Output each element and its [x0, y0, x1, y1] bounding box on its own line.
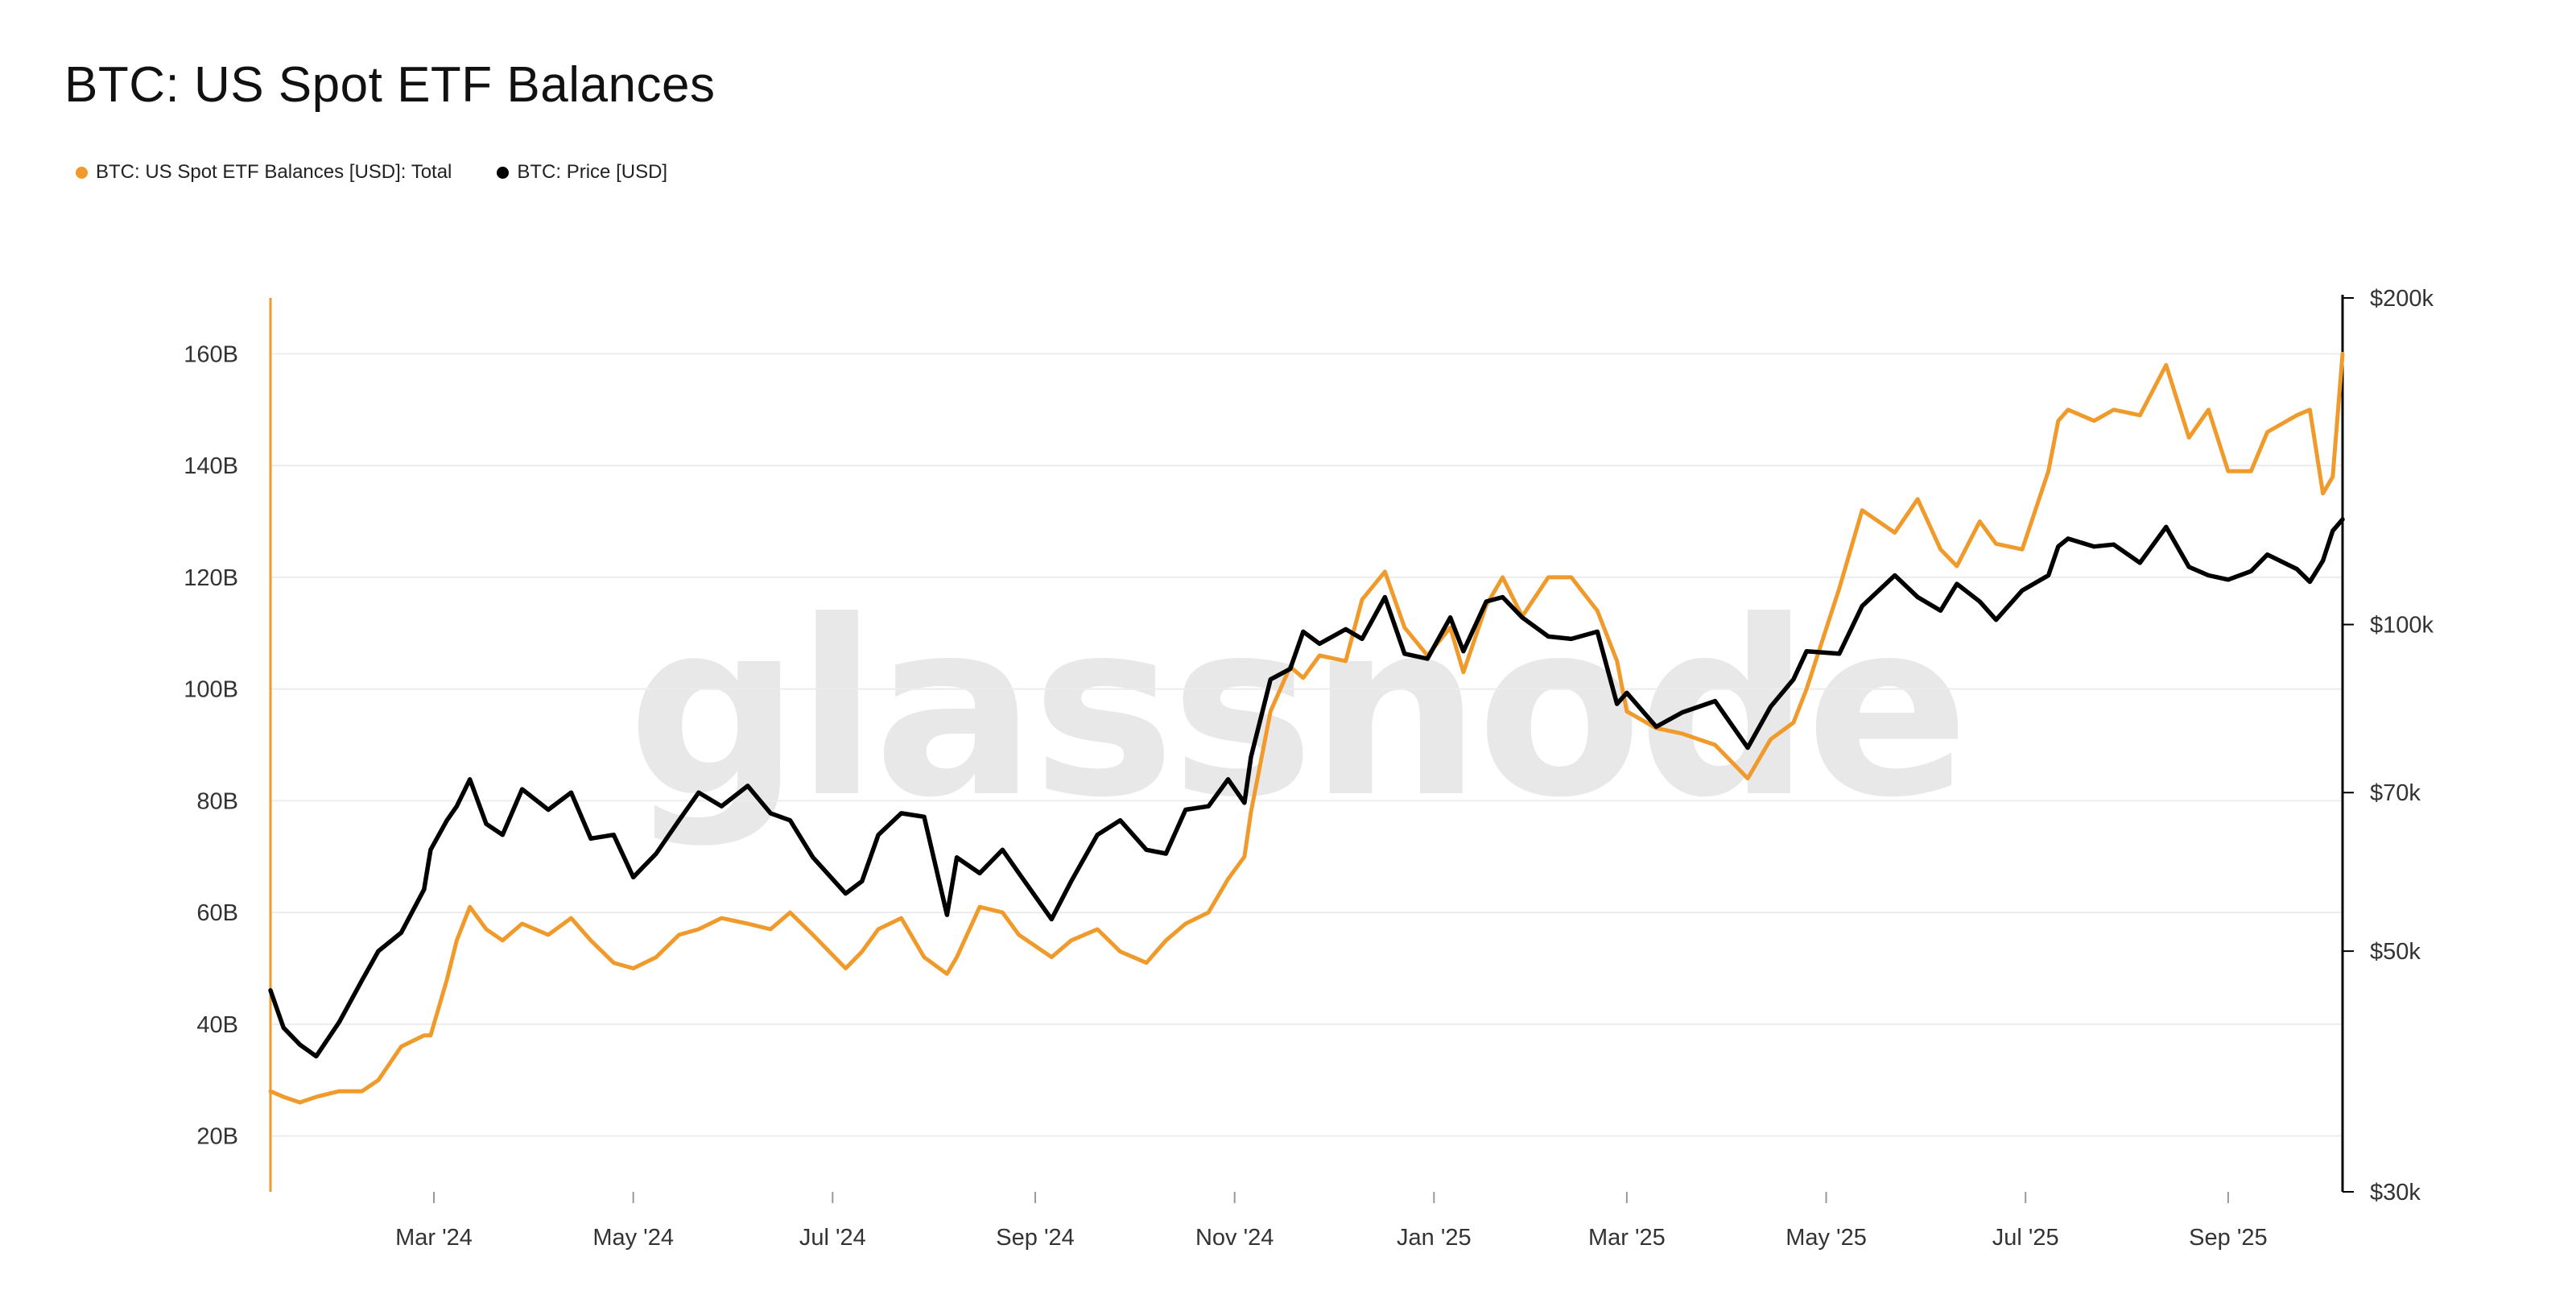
x-tick-label: Jul '25 [1992, 1225, 2059, 1251]
y-right-tick-label: $200k [2370, 286, 2434, 312]
series-line-etf-balances [268, 351, 2345, 1105]
x-tick-label: May '24 [592, 1225, 674, 1251]
x-tick-label: Jul '24 [799, 1225, 866, 1251]
gridlines [270, 353, 2343, 1137]
watermark: glassnode [627, 569, 1964, 850]
chart-title: BTC: US Spot ETF Balances [64, 57, 716, 113]
x-tick-label: May '25 [1785, 1225, 1867, 1251]
y-right-tick-label: $50k [2370, 939, 2421, 965]
y-left-tick-label: 40B [196, 1012, 238, 1038]
legend-dot-etf-balances [76, 166, 88, 179]
y-left-tick-label: 20B [196, 1124, 238, 1150]
legend-dot-price [497, 166, 510, 179]
legend-label-etf-balances: BTC: US Spot ETF Balances [USD]: Total [96, 161, 452, 183]
y-left-tick-label: 60B [196, 900, 238, 926]
x-tick-label: Mar '24 [395, 1225, 473, 1251]
y-left-tick-label: 120B [184, 565, 238, 591]
right-y-axis: $30k $50k $70k $100k $200k [2341, 286, 2434, 1206]
series-group [268, 351, 2345, 1105]
y-right-tick-label: $100k [2370, 613, 2434, 639]
x-tick-label: Nov '24 [1195, 1225, 1274, 1251]
y-left-tick-label: 80B [196, 788, 238, 814]
x-axis: Mar '24 May '24 Jul '24 Sep '24 Nov '24 Jan '… [395, 1192, 2268, 1251]
y-right-tick-label: $30k [2370, 1180, 2421, 1206]
series-line-price [268, 517, 2345, 1059]
y-right-tick-label: $70k [2370, 780, 2421, 806]
x-tick-label: Mar '25 [1588, 1225, 1666, 1251]
legend-item-etf-balances[interactable]: BTC: US Spot ETF Balances [USD]: Total [76, 161, 452, 184]
y-left-tick-label: 140B [184, 453, 238, 479]
y-left-tick-label: 160B [184, 341, 238, 367]
legend: BTC: US Spot ETF Balances [USD]: Total B… [76, 161, 667, 184]
x-tick-label: Sep '25 [2189, 1225, 2267, 1251]
x-tick-label: Sep '24 [996, 1225, 1074, 1251]
y-left-tick-label: 100B [184, 677, 238, 703]
legend-item-price[interactable]: BTC: Price [USD] [497, 161, 667, 184]
x-tick-label: Jan '25 [1397, 1225, 1472, 1251]
legend-label-price: BTC: Price [USD] [517, 161, 668, 183]
left-y-axis: 20B 40B 60B 80B 100B 120B 140B 160B [184, 298, 272, 1192]
